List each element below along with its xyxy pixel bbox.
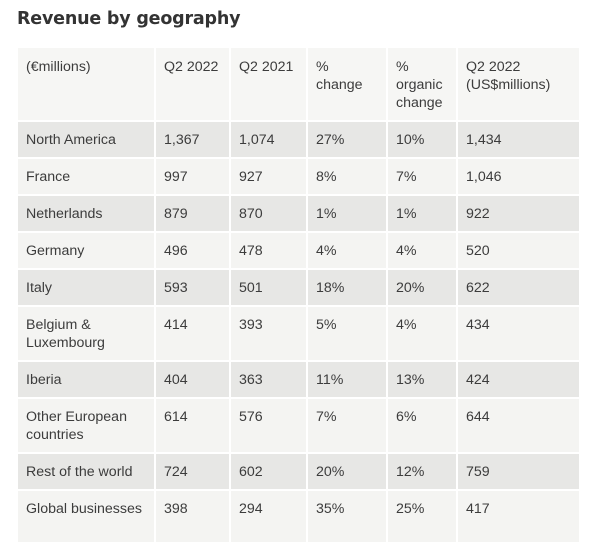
q2-2022-cell: 724	[154, 452, 231, 491]
region-cell: Belgium & Luxembourg	[16, 305, 156, 362]
header-cell-q2-2022: Q2 2022	[154, 46, 231, 122]
region-cell: France	[16, 157, 156, 196]
table-row: North America 1,367 1,074 27% 10% 1,434	[16, 120, 581, 159]
q2-2022-cell: 1,367	[154, 120, 231, 159]
q2-2022-cell: 414	[154, 305, 231, 362]
table-row: Rest of the world 724 602 20% 12% 759	[16, 452, 581, 491]
usd-cell: 1,434	[456, 120, 581, 159]
q2-2021-cell: 927	[229, 157, 308, 196]
table-row: Other European countries 614 576 7% 6% 6…	[16, 397, 581, 454]
usd-cell: 622	[456, 268, 581, 307]
table-row: Iberia 404 363 11% 13% 424	[16, 360, 581, 399]
organic-change-cell: 4%	[386, 305, 458, 362]
region-cell: Netherlands	[16, 194, 156, 233]
q2-2021-cell: 501	[229, 268, 308, 307]
percent-change-cell: 1%	[306, 194, 388, 233]
q2-2021-cell: 576	[229, 397, 308, 454]
region-cell: Germany	[16, 231, 156, 270]
q2-2021-cell: 478	[229, 231, 308, 270]
header-cell-q2-2021: Q2 2021	[229, 46, 308, 122]
table-header-row: (€millions) Q2 2022 Q2 2021 % change % o…	[16, 46, 581, 122]
table-row: Netherlands 879 870 1% 1% 922	[16, 194, 581, 233]
usd-cell: 922	[456, 194, 581, 233]
q2-2021-cell: 294	[229, 489, 308, 544]
organic-change-cell: 13%	[386, 360, 458, 399]
q2-2022-cell: 404	[154, 360, 231, 399]
usd-cell: 759	[456, 452, 581, 491]
percent-change-cell: 18%	[306, 268, 388, 307]
q2-2022-cell: 879	[154, 194, 231, 233]
usd-cell: 520	[456, 231, 581, 270]
usd-cell: 424	[456, 360, 581, 399]
q2-2021-cell: 1,074	[229, 120, 308, 159]
region-cell: North America	[16, 120, 156, 159]
table-title: Revenue by geography	[17, 9, 241, 29]
header-cell-percent-organic-change: % organic change	[386, 46, 458, 122]
q2-2022-cell: 593	[154, 268, 231, 307]
organic-change-cell: 10%	[386, 120, 458, 159]
revenue-by-geography-page: Revenue by geography (€millions) Q2 2022…	[16, 9, 581, 544]
usd-cell: 417	[456, 489, 581, 544]
usd-cell: 434	[456, 305, 581, 362]
header-cell-percent-change: % change	[306, 46, 388, 122]
q2-2022-cell: 398	[154, 489, 231, 544]
percent-change-cell: 27%	[306, 120, 388, 159]
q2-2021-cell: 363	[229, 360, 308, 399]
q2-2022-cell: 614	[154, 397, 231, 454]
percent-change-cell: 20%	[306, 452, 388, 491]
percent-change-cell: 11%	[306, 360, 388, 399]
percent-change-cell: 8%	[306, 157, 388, 196]
region-cell: Global businesses	[16, 489, 156, 544]
percent-change-cell: 4%	[306, 231, 388, 270]
q2-2021-cell: 870	[229, 194, 308, 233]
organic-change-cell: 6%	[386, 397, 458, 454]
region-cell: Iberia	[16, 360, 156, 399]
header-cell-region-millions-eur: (€millions)	[16, 46, 156, 122]
organic-change-cell: 20%	[386, 268, 458, 307]
organic-change-cell: 4%	[386, 231, 458, 270]
region-cell: Rest of the world	[16, 452, 156, 491]
region-cell: Italy	[16, 268, 156, 307]
usd-cell: 1,046	[456, 157, 581, 196]
q2-2022-cell: 997	[154, 157, 231, 196]
usd-cell: 644	[456, 397, 581, 454]
region-cell: Other European countries	[16, 397, 156, 454]
table-row: France 997 927 8% 7% 1,046	[16, 157, 581, 196]
percent-change-cell: 7%	[306, 397, 388, 454]
table-row: Global businesses 398 294 35% 25% 417	[16, 489, 581, 544]
q2-2021-cell: 602	[229, 452, 308, 491]
organic-change-cell: 25%	[386, 489, 458, 544]
organic-change-cell: 7%	[386, 157, 458, 196]
revenue-by-geography-table: (€millions) Q2 2022 Q2 2021 % change % o…	[16, 46, 581, 544]
percent-change-cell: 35%	[306, 489, 388, 544]
table-row: Belgium & Luxembourg 414 393 5% 4% 434	[16, 305, 581, 362]
percent-change-cell: 5%	[306, 305, 388, 362]
table-row: Italy 593 501 18% 20% 622	[16, 268, 581, 307]
q2-2022-cell: 496	[154, 231, 231, 270]
table-row: Germany 496 478 4% 4% 520	[16, 231, 581, 270]
header-cell-q2-2022-usd: Q2 2022 (US$millions)	[456, 46, 581, 122]
organic-change-cell: 12%	[386, 452, 458, 491]
organic-change-cell: 1%	[386, 194, 458, 233]
q2-2021-cell: 393	[229, 305, 308, 362]
